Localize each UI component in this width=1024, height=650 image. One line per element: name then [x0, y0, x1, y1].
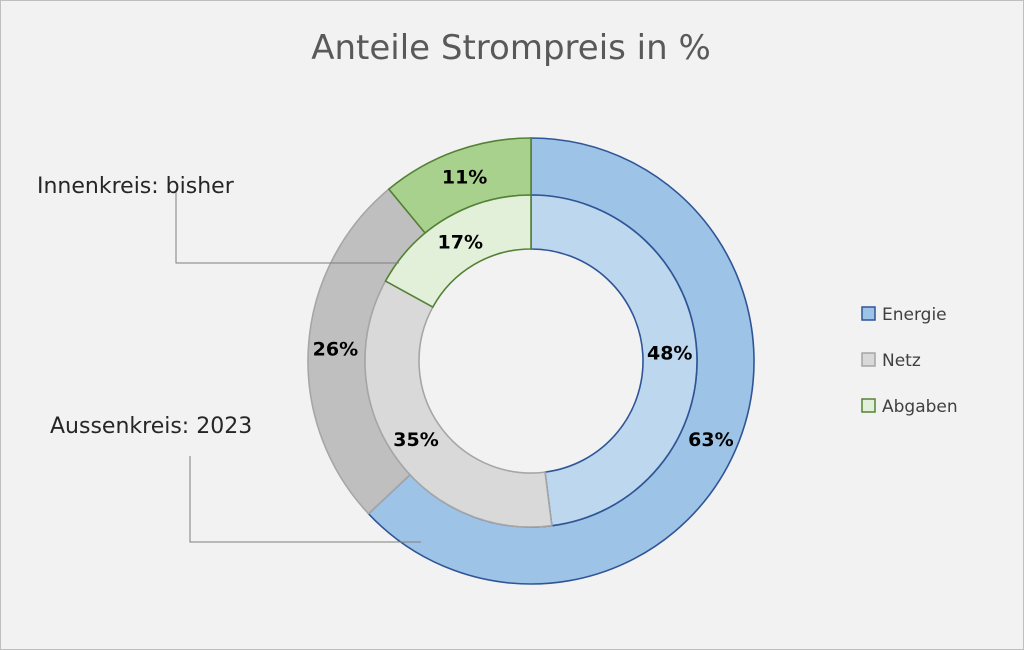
inner-ring: [364, 194, 698, 528]
outer-label-abgaben: 11%: [442, 167, 487, 189]
legend: Energie Netz Abgaben: [861, 305, 958, 417]
outer-label-energie: 63%: [688, 429, 733, 451]
inner-slice-netz: [364, 279, 553, 528]
outer-label-netz: 26%: [313, 339, 358, 361]
legend-swatch-abgaben: [861, 398, 876, 413]
legend-swatch-energie: [861, 306, 876, 321]
outer-callout-leader: [189, 456, 421, 543]
legend-label-abgaben: Abgaben: [882, 397, 958, 417]
inner-label-abgaben: 17%: [438, 231, 483, 253]
chart-title: Anteile Strompreis in %: [311, 28, 711, 68]
inner-slice-energie: [530, 194, 698, 527]
inner-callout-leader: [175, 191, 399, 264]
inner-label-netz: 35%: [393, 429, 438, 451]
legend-label-netz: Netz: [882, 351, 921, 371]
data-labels: 48% 35% 17% 63% 26% 11%: [313, 167, 734, 452]
inner-ring-callout: Innenkreis: bisher: [37, 174, 235, 199]
inner-slice-abgaben: [384, 194, 532, 309]
outer-ring-callout: Aussenkreis: 2023: [50, 414, 252, 439]
legend-label-energie: Energie: [882, 305, 947, 325]
inner-label-energie: 48%: [647, 342, 692, 364]
legend-swatch-netz: [861, 352, 876, 367]
